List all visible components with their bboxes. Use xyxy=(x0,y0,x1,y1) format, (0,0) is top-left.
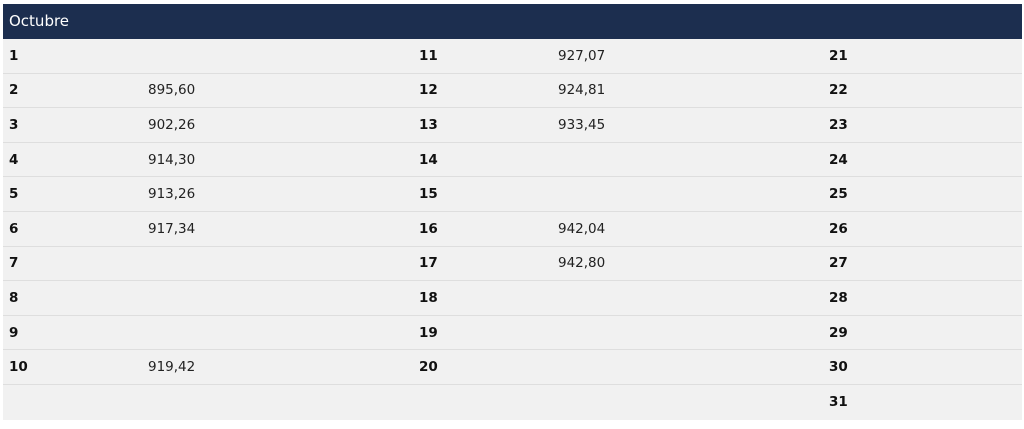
day-cell: 24 xyxy=(829,151,848,168)
value-cell: 942,80 xyxy=(558,255,606,272)
day-cell: 18 xyxy=(419,289,438,306)
value-cell: 895,60 xyxy=(148,82,196,99)
table-row: 10 919,42 20 30 xyxy=(3,350,1022,385)
table-row: 2 895,60 12 924,81 22 xyxy=(3,74,1022,109)
table-row: 7 17 942,80 27 xyxy=(3,247,1022,282)
day-cell: 21 xyxy=(829,47,848,64)
day-cell: 25 xyxy=(829,186,848,203)
table-row: 9 19 29 xyxy=(3,316,1022,351)
day-cell: 17 xyxy=(419,255,438,272)
day-cell: 3 xyxy=(9,116,19,133)
value-cell: 927,07 xyxy=(558,47,606,64)
day-cell: 23 xyxy=(829,116,848,133)
day-cell: 28 xyxy=(829,289,848,306)
day-cell: 30 xyxy=(829,359,848,376)
day-cell: 11 xyxy=(419,47,438,64)
table-row: 31 xyxy=(3,385,1022,420)
month-header: Octubre xyxy=(3,4,1022,39)
value-cell: 942,04 xyxy=(558,220,606,237)
day-cell: 26 xyxy=(829,220,848,237)
day-cell: 12 xyxy=(419,82,438,99)
table-body: 1 11 927,07 21 2 895,60 12 924,81 22 3 902,26 13 933… xyxy=(3,39,1022,420)
day-cell: 14 xyxy=(419,151,438,168)
day-cell: 19 xyxy=(419,324,438,341)
day-cell: 9 xyxy=(9,324,19,341)
day-cell: 1 xyxy=(9,47,19,64)
day-cell: 5 xyxy=(9,186,19,203)
month-table: Octubre 1 11 927,07 21 2 895,60 12 924,81 22 3 902… xyxy=(3,4,1022,420)
table-row: 8 18 28 xyxy=(3,281,1022,316)
table-row: 4 914,30 14 24 xyxy=(3,143,1022,178)
table-row: 3 902,26 13 933,45 23 xyxy=(3,108,1022,143)
day-cell: 27 xyxy=(829,255,848,272)
value-cell: 902,26 xyxy=(148,116,196,133)
day-cell: 16 xyxy=(419,220,438,237)
day-cell: 10 xyxy=(9,359,28,376)
day-cell: 29 xyxy=(829,324,848,341)
day-cell: 6 xyxy=(9,220,19,237)
value-cell: 933,45 xyxy=(558,116,606,133)
value-cell: 917,34 xyxy=(148,220,196,237)
day-cell: 4 xyxy=(9,151,19,168)
table-row: 6 917,34 16 942,04 26 xyxy=(3,212,1022,247)
day-cell: 8 xyxy=(9,289,19,306)
value-cell: 919,42 xyxy=(148,359,196,376)
day-cell: 13 xyxy=(419,116,438,133)
value-cell: 924,81 xyxy=(558,82,606,99)
day-cell: 15 xyxy=(419,186,438,203)
day-cell: 2 xyxy=(9,82,19,99)
day-cell: 20 xyxy=(419,359,438,376)
value-cell: 913,26 xyxy=(148,186,196,203)
table-row: 1 11 927,07 21 xyxy=(3,39,1022,74)
day-cell: 31 xyxy=(829,394,848,411)
day-cell: 7 xyxy=(9,255,19,272)
table-row: 5 913,26 15 25 xyxy=(3,177,1022,212)
day-cell: 22 xyxy=(829,82,848,99)
value-cell: 914,30 xyxy=(148,151,196,168)
